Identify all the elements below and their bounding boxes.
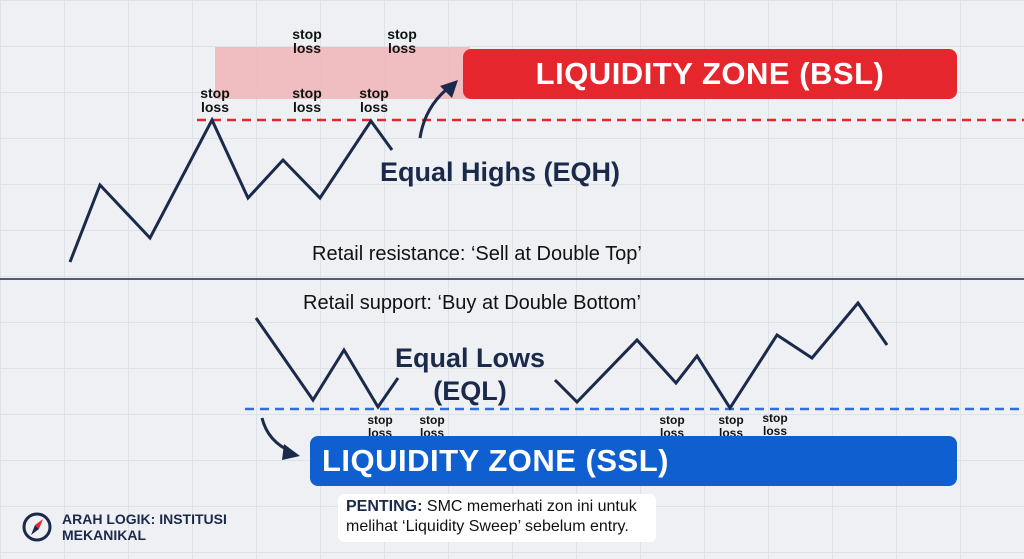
- equal-highs-label: Equal Highs (EQH): [380, 157, 621, 187]
- stop-loss-label: stop loss: [292, 85, 322, 115]
- stop-loss-label: stop loss: [200, 85, 230, 115]
- note-line1: SMC memerhati zon ini untuk: [422, 498, 637, 515]
- note-box: PENTING: SMC memerhati zon ini untuk mel…: [338, 494, 656, 542]
- equal-lows-label: Equal Lows (EQL): [394, 343, 546, 406]
- liquidity-zone-bsl: LIQUIDITY ZONE (BSL): [463, 49, 957, 99]
- arrow-down-head: [282, 444, 300, 460]
- retail-support-text: Retail support: ‘Buy at Double Bottom’: [303, 292, 641, 314]
- compass-icon: [22, 512, 52, 542]
- stop-loss-label: stop loss: [359, 85, 389, 115]
- price-line-top: [68, 116, 394, 263]
- brand: ARAH LOGIK: INSTITUSI MEKANIKAL: [20, 510, 227, 544]
- stop-loss-label: stop loss: [762, 411, 788, 438]
- retail-resistance-text: Retail resistance: ‘Sell at Double Top’: [312, 243, 642, 265]
- price-line-bottom-right: [553, 300, 889, 411]
- note-bold: PENTING:: [346, 498, 423, 515]
- bsl-shade: [215, 47, 470, 99]
- liquidity-zone-ssl: LIQUIDITY ZONE (SSL): [310, 436, 957, 486]
- stop-loss-label: stop loss: [387, 26, 417, 56]
- price-line-bottom-left: [254, 317, 400, 410]
- note-line2: melihat ‘Liquidity Sweep’ sebelum entry.: [346, 518, 629, 535]
- arrow-up-head: [440, 80, 458, 98]
- stop-loss-label: stop loss: [292, 26, 322, 56]
